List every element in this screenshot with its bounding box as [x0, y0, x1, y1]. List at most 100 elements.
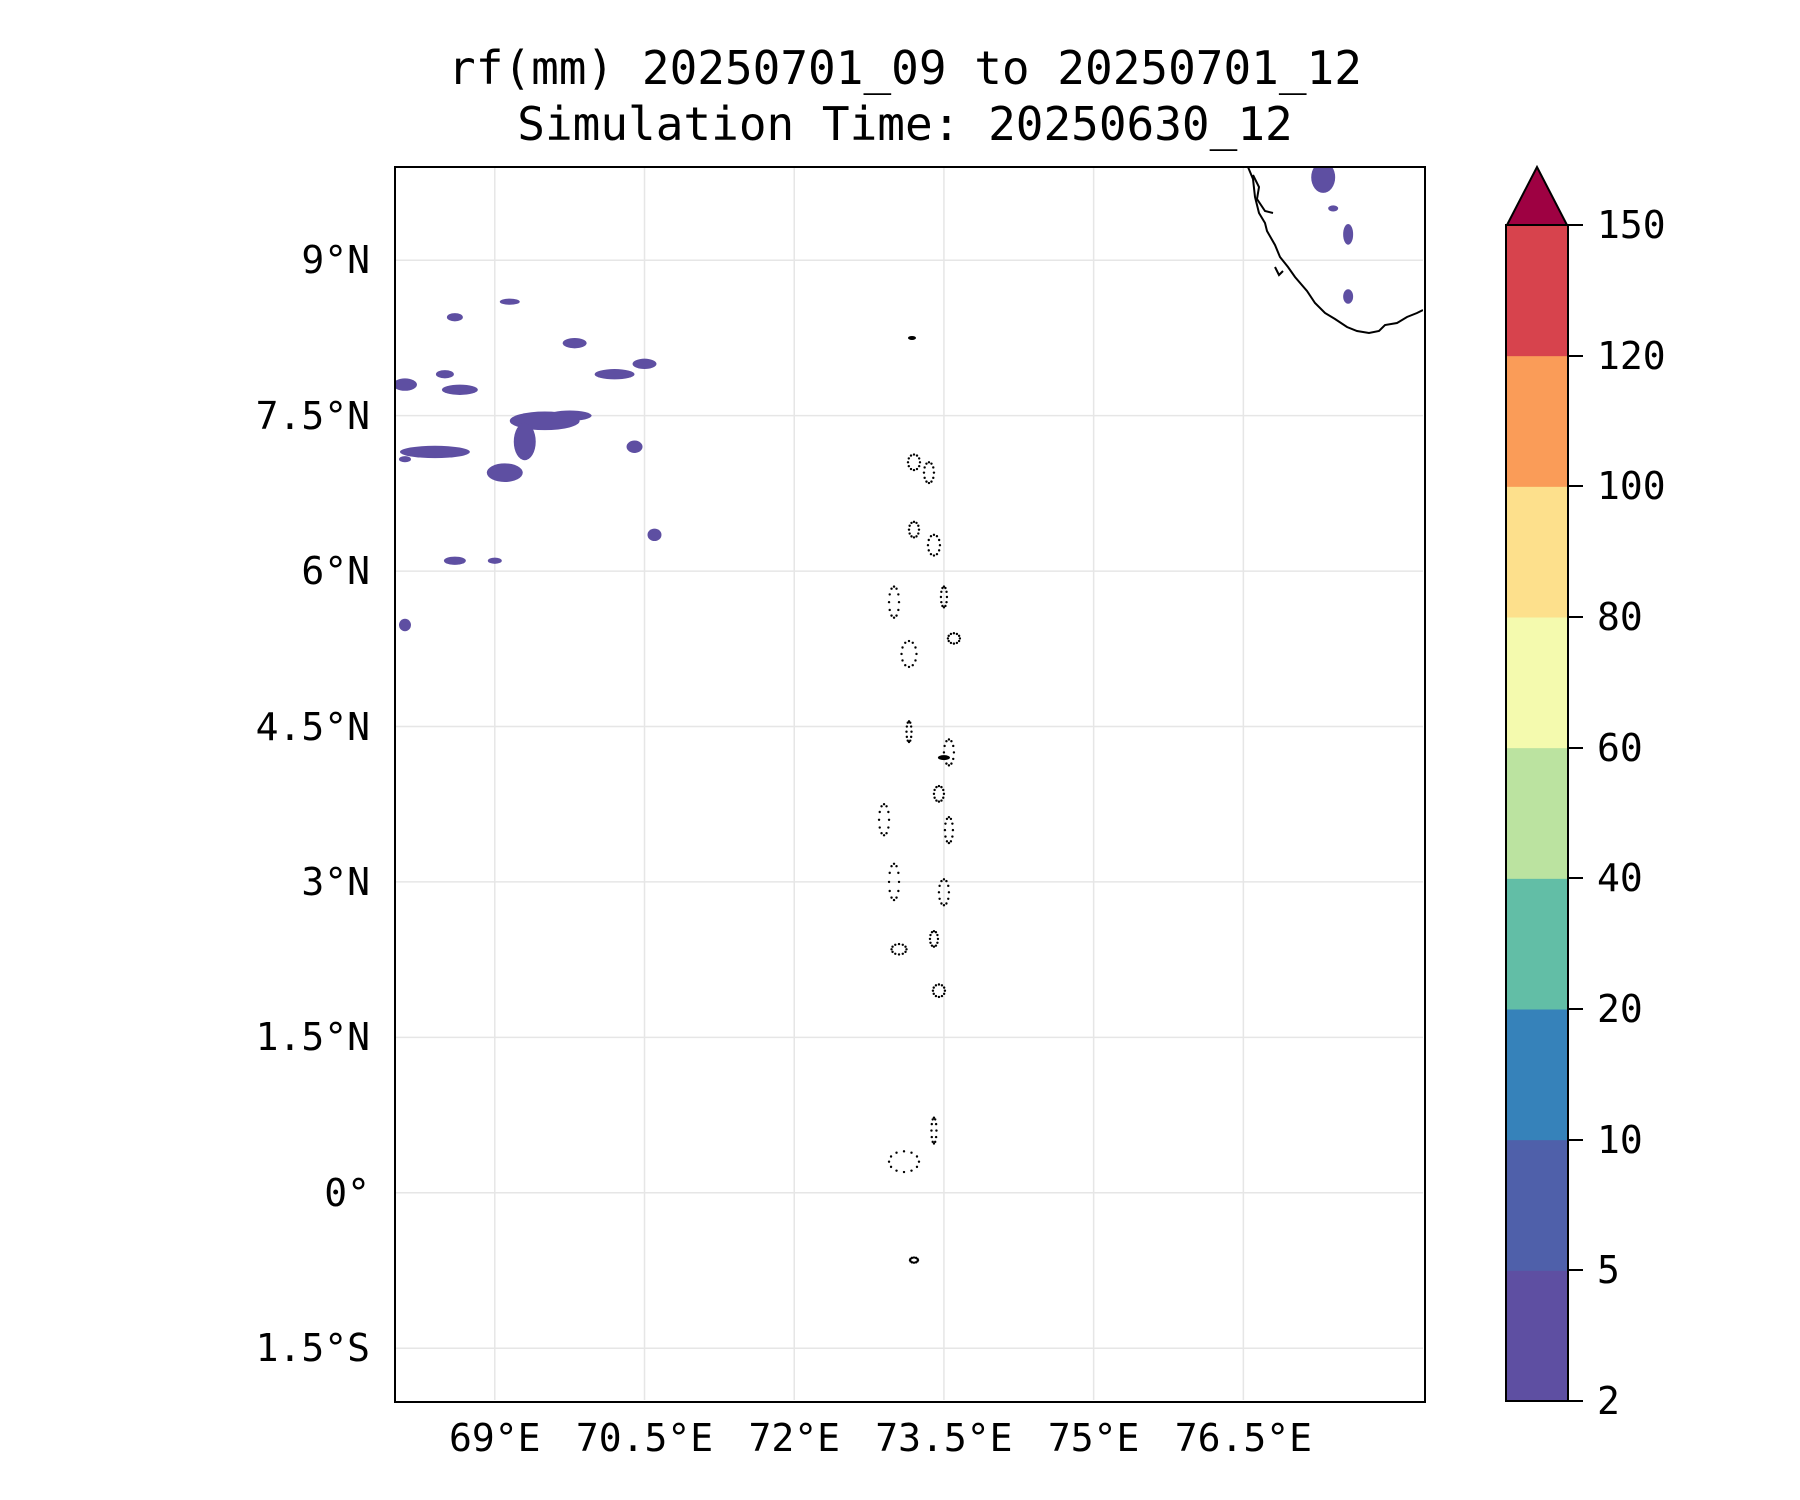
colorbar-segment-8 — [1507, 225, 1567, 357]
atoll-dot — [945, 595, 949, 599]
atoll-dot — [878, 810, 881, 814]
lat-label: 0° — [324, 1170, 370, 1215]
rain-cell-20 — [1343, 223, 1354, 245]
atoll-dot — [945, 590, 948, 594]
atoll-dot — [915, 521, 918, 525]
atoll-dot — [912, 468, 916, 472]
atoll-dot — [944, 822, 947, 825]
atoll-dot — [911, 663, 914, 667]
colorbar-tick — [1569, 1138, 1583, 1141]
atoll-dot — [888, 889, 891, 893]
atoll-dot — [932, 476, 935, 480]
coast-detail — [1252, 174, 1274, 214]
atoll-dot — [909, 735, 913, 739]
atoll-dot — [911, 641, 914, 644]
atoll-dot — [943, 989, 947, 992]
atoll-dot — [951, 835, 954, 838]
colorbar-label: 2 — [1597, 1379, 1620, 1423]
atoll-dot — [929, 552, 933, 556]
atoll-dot — [934, 944, 938, 947]
atoll-dot — [952, 751, 956, 754]
atoll-dot — [923, 476, 926, 480]
atoll-dot — [902, 1170, 906, 1174]
atoll-dot — [945, 817, 949, 821]
atoll-dot — [936, 937, 940, 941]
atoll-dot — [944, 604, 947, 608]
atoll-dot — [941, 586, 944, 590]
atoll-dot — [949, 641, 953, 645]
atoll-dot — [931, 1118, 934, 1121]
atoll-dot — [905, 730, 908, 733]
atoll-dot — [930, 1135, 933, 1139]
colorbar-label: 120 — [1597, 333, 1666, 378]
atoll-dot — [914, 659, 917, 662]
atoll-dot — [933, 1118, 937, 1121]
atoll-dot — [912, 536, 916, 539]
rain-cell-1 — [399, 445, 470, 459]
colorbar-tick — [1569, 354, 1583, 357]
atoll-dot — [926, 543, 930, 547]
atoll-dot — [907, 457, 911, 460]
colorbar-label: 60 — [1597, 725, 1643, 770]
colorbar-tick — [1569, 1269, 1583, 1272]
atoll-dot — [930, 462, 933, 465]
lat-label: 3°N — [301, 859, 370, 904]
lon-label: 75°E — [1047, 1416, 1140, 1460]
atoll-dot — [897, 593, 900, 596]
atoll-dot — [895, 587, 898, 590]
atoll-dot — [935, 535, 939, 538]
rain-cell-21 — [1343, 289, 1354, 304]
atoll-dot — [905, 735, 909, 739]
atoll-dot — [914, 1256, 918, 1260]
atoll-dot — [901, 952, 904, 955]
colorbar-label: 150 — [1597, 203, 1666, 247]
atoll-dot — [904, 945, 907, 948]
atoll-dot — [917, 528, 921, 531]
atoll-dot — [932, 554, 936, 557]
atoll-dot — [922, 471, 926, 474]
atoll-dot — [945, 600, 948, 604]
atoll-dot — [945, 739, 948, 743]
atoll-dot — [947, 634, 950, 638]
atoll-dot — [897, 889, 900, 893]
colorbar-label: 10 — [1597, 1117, 1643, 1162]
atoll-dot — [894, 952, 897, 955]
atoll-dot — [935, 785, 938, 789]
atoll-dot — [897, 600, 901, 604]
atoll-dot — [942, 792, 946, 796]
atoll-dot — [895, 865, 898, 868]
atoll-dot — [955, 632, 959, 636]
atoll-dot — [937, 549, 941, 552]
atoll-dot — [905, 725, 909, 728]
colorbar-segment-6 — [1507, 486, 1567, 618]
map-area[interactable] — [395, 167, 1423, 1400]
atoll-dot — [923, 466, 926, 469]
atoll-dot — [945, 879, 948, 883]
atoll-dot — [947, 639, 950, 643]
atoll-dot — [908, 524, 911, 527]
atoll-dot — [940, 600, 943, 604]
atoll-dot — [951, 828, 955, 832]
atoll-dot — [940, 785, 943, 789]
coast-detail-2 — [1274, 266, 1284, 277]
atoll-dot — [897, 871, 900, 875]
atoll-dot — [890, 896, 893, 899]
atoll-dot — [932, 992, 935, 996]
atoll-dot — [930, 480, 933, 483]
atoll-dot — [947, 891, 951, 894]
atoll-dot — [900, 652, 903, 656]
atoll-dot — [934, 1135, 938, 1139]
atoll-dot — [910, 1151, 913, 1154]
atoll-dot — [888, 593, 891, 596]
atoll-dot — [930, 930, 934, 934]
colorbar-segment-4 — [1507, 747, 1567, 879]
atoll-dot — [910, 521, 913, 525]
atoll-dot — [917, 457, 921, 460]
maldives-atolls — [877, 335, 962, 1264]
atoll-dot — [938, 543, 942, 547]
lat-label: 7.5°N — [255, 393, 370, 438]
atoll-dot — [937, 983, 941, 986]
rain-cell-15 — [446, 313, 463, 322]
atoll-dot — [904, 641, 907, 644]
atoll-dot — [901, 646, 904, 649]
